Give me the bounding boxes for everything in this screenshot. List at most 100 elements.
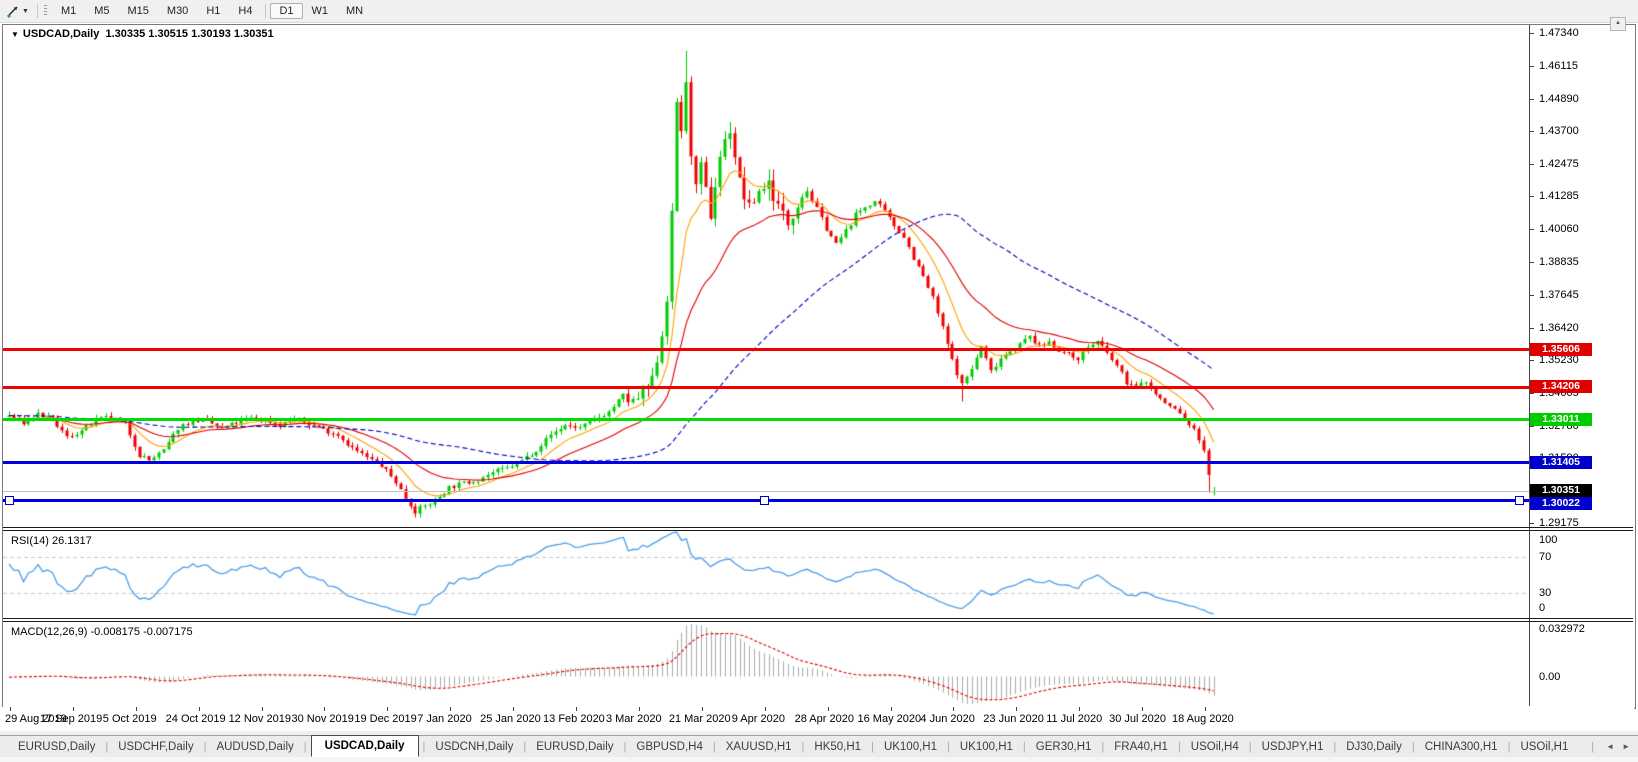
tab-gbpusd-h4[interactable]: GBPUSD,H4 <box>636 740 703 753</box>
hline-handle-1[interactable] <box>760 496 769 506</box>
date-label: 4 Jun 2020 <box>920 713 975 725</box>
pointer-tool-icon[interactable] <box>4 3 22 19</box>
tab-usoil-h1[interactable]: USOil,H1 <box>1520 740 1569 753</box>
price-axis[interactable]: 1.47340 1.46115 1.44890 1.43700 1.42475 1.412… <box>1529 25 1635 718</box>
plot-area[interactable]: ▼ USDCAD,Daily 1.30335 1.30515 1.30193 1.… <box>3 25 1529 706</box>
timeframe-button-d1[interactable]: D1 <box>270 3 303 19</box>
date-tick-mark <box>513 707 514 711</box>
timeframe-button-h1[interactable]: H1 <box>197 3 229 19</box>
date-axis[interactable]: 29 Aug 2019 17 Sep 2019 5 Oct 2019 24 Oct 2… <box>2 707 1634 731</box>
date-label: 13 Feb 2020 <box>543 713 605 725</box>
timeframe-button-m15[interactable]: M15 <box>119 3 158 19</box>
hline-handle-0[interactable] <box>5 496 14 506</box>
price-tick-label: 1.46115 <box>1539 60 1578 73</box>
price-badge-1.33011: 1.33011 <box>1530 412 1592 426</box>
timeframe-button-mn[interactable]: MN <box>337 3 372 19</box>
rsi-macd-splitter-2 <box>3 621 1633 622</box>
date-tick-mark <box>1205 707 1206 711</box>
tab-usoil-h4[interactable]: USOil,H4 <box>1190 740 1239 753</box>
tab-hk50-h1[interactable]: HK50,H1 <box>814 740 862 753</box>
date-label: 5 Oct 2019 <box>102 713 157 725</box>
price-tick-label: 1.44890 <box>1539 93 1579 106</box>
tool-dropdown-caret-icon[interactable]: ▼ <box>22 7 29 15</box>
price-tick-mark <box>1530 393 1534 394</box>
price-badge-1.30022: 1.30022 <box>1530 497 1592 511</box>
bottom-strip <box>0 757 1638 762</box>
tab-separator: | <box>712 740 716 753</box>
tab-usdcad-daily[interactable]: USDCAD,Daily <box>310 735 419 757</box>
date-tick-mark <box>1079 707 1080 711</box>
date-tick-mark <box>702 707 703 711</box>
tab-fra40-h1[interactable]: FRA40,H1 <box>1114 740 1168 753</box>
rsi-macd-splitter[interactable] <box>3 618 1633 619</box>
rsi-axis-label: 70 <box>1539 551 1552 563</box>
tab-china300-h1[interactable]: CHINA300,H1 <box>1424 740 1498 753</box>
date-tick-mark <box>639 707 640 711</box>
chart-title-symbol: USDCAD,Daily <box>22 28 100 40</box>
hline-1.33011[interactable] <box>3 418 1529 422</box>
toolbar-separator <box>36 4 38 18</box>
date-tick-mark <box>10 707 11 711</box>
price-tick-label: 1.29175 <box>1539 517 1579 529</box>
date-tick-mark <box>199 707 200 711</box>
date-label: 30 Nov 2019 <box>291 713 354 725</box>
timeframe-button-w1[interactable]: W1 <box>303 3 338 19</box>
price-tick-label: 1.40060 <box>1539 223 1579 236</box>
date-tick-mark <box>576 707 577 711</box>
rsi-axis-label: 30 <box>1539 587 1552 599</box>
rsi-indicator-label: RSI(14) 26.1317 <box>11 535 92 547</box>
hline-handle-2[interactable] <box>1515 496 1524 506</box>
tab-dj30-daily[interactable]: DJ30,Daily <box>1346 740 1402 753</box>
timeframe-button-m30[interactable]: M30 <box>158 3 197 19</box>
macd-axis-label: 0.032972 <box>1539 623 1585 635</box>
tab-ger30-h1[interactable]: GER30,H1 <box>1035 740 1092 753</box>
date-label: 9 Apr 2020 <box>731 713 785 725</box>
price-chart-canvas[interactable] <box>3 25 1529 706</box>
title-collapse-icon[interactable]: ▼ <box>11 30 19 39</box>
price-tick-label: 1.47340 <box>1539 27 1579 39</box>
tab-scroll-right-icon[interactable]: ► <box>1622 742 1630 751</box>
tab-separator: | <box>1022 740 1026 753</box>
price-tick-label: 1.42475 <box>1539 158 1579 171</box>
date-tick-mark <box>262 707 263 711</box>
tab-usdjpy-h1[interactable]: USDJPY,H1 <box>1261 740 1324 753</box>
price-tick-mark <box>1530 131 1534 132</box>
date-tick-mark <box>828 707 829 711</box>
date-label: 3 Mar 2020 <box>605 713 662 725</box>
price-tick-mark <box>1530 426 1534 427</box>
tab-eurusd-daily[interactable]: EURUSD,Daily <box>18 740 96 753</box>
main-rsi-splitter[interactable] <box>3 527 1633 528</box>
hline-1.35606[interactable] <box>3 348 1529 352</box>
macd-axis-label: 0.00 <box>1539 670 1561 683</box>
date-tick-mark <box>136 707 137 711</box>
tab-uk100-h1[interactable]: UK100,H1 <box>959 740 1013 753</box>
price-tick-mark <box>1530 295 1534 296</box>
macd-indicator-label: MACD(12,26,9) -0.008175 -0.007175 <box>11 626 193 638</box>
price-tick-mark <box>1530 262 1534 263</box>
date-label: 25 Jan 2020 <box>480 713 541 725</box>
scroll-up-button[interactable]: ▲ <box>1610 17 1626 31</box>
tab-usdcnh-daily[interactable]: USDCNH,Daily <box>435 740 514 753</box>
price-tick-mark <box>1530 66 1534 67</box>
timeframe-button-m1[interactable]: M1 <box>52 3 85 19</box>
toolbar-drag-grip[interactable] <box>43 5 47 17</box>
tab-audusd-daily[interactable]: AUDUSD,Daily <box>216 740 294 753</box>
timeframe-button-m5[interactable]: M5 <box>85 3 118 19</box>
tab-scroll-left-icon[interactable]: ◄ <box>1606 742 1615 751</box>
tab-xauusd-h1[interactable]: XAUUSD,H1 <box>725 740 792 753</box>
hline-1.34206[interactable] <box>3 385 1529 389</box>
tab-separator: | <box>947 740 950 753</box>
price-tick-label: 1.35230 <box>1539 353 1579 366</box>
tab-eurusd-daily[interactable]: EURUSD,Daily <box>536 740 614 753</box>
tab-usdchf-daily[interactable]: USDCHF,Daily <box>118 740 194 753</box>
tab-separator: | <box>801 740 805 753</box>
timeframe-button-h4[interactable]: H4 <box>229 3 261 19</box>
tab-separator: | <box>422 740 426 753</box>
price-tick-mark <box>1530 360 1534 361</box>
hline-1.31405[interactable] <box>3 461 1529 465</box>
date-label: 7 Jan 2020 <box>417 713 472 725</box>
tab-uk100-h1[interactable]: UK100,H1 <box>883 740 937 753</box>
tab-scroll-arrows: | ◄ ► <box>1587 736 1638 757</box>
date-tick-mark <box>450 707 451 711</box>
price-tick-label: 1.37645 <box>1539 288 1579 301</box>
